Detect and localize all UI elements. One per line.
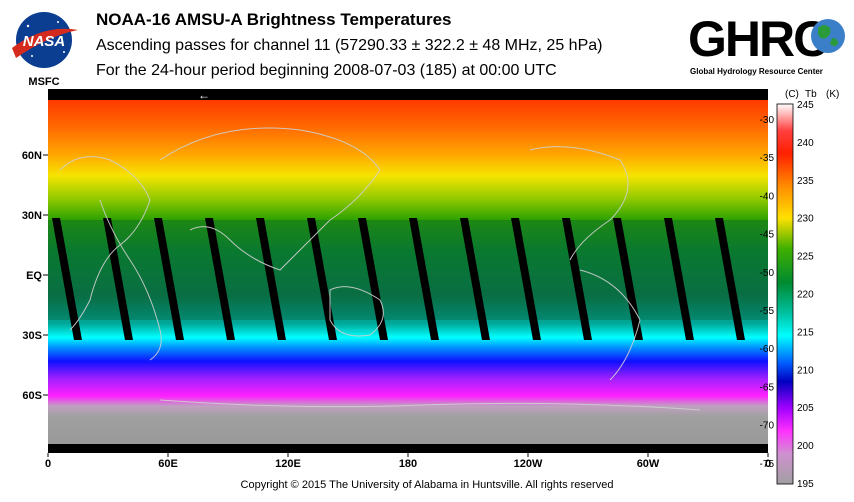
swath-gap (562, 218, 592, 340)
direction-arrow: ← (198, 88, 210, 102)
colorbar-kelvin-tick: 235 (797, 176, 814, 187)
colorbar-kelvin-tick: 200 (797, 441, 814, 452)
colorbar-celsius-tick: -70 (760, 421, 775, 432)
colorbar-unit-tb: Tb (805, 89, 817, 100)
chart-title: NOAA-16 AMSU-A Brightness Temperatures (96, 10, 452, 29)
colorbar-celsius-tick: -40 (760, 191, 775, 202)
swath-gap (511, 218, 541, 340)
swath-gap (154, 218, 184, 340)
lon-label: 0 (765, 458, 771, 470)
swath-gap (358, 218, 388, 340)
swath-gap (613, 218, 643, 340)
swath-gap (205, 218, 235, 340)
colorbar-celsius-tick: -55 (760, 306, 775, 317)
lon-label: 60W (637, 458, 660, 470)
nasa-logo: NASA MSFC (12, 12, 78, 88)
ghrc-fullname: Global Hydrology Resource Center (690, 67, 823, 76)
colorbar-kelvin-tick: 245 (797, 100, 814, 111)
swath-gap (256, 218, 286, 340)
copyright-notice: Copyright © 2015 The University of Alaba… (240, 479, 614, 491)
nasa-center-label: MSFC (28, 76, 59, 88)
colorbar-kelvin-tick: 205 (797, 403, 814, 414)
colorbar (776, 103, 794, 485)
swath-gap (715, 218, 745, 340)
colorbar-celsius-tick: -50 (760, 268, 775, 279)
colorbar-kelvin-tick: 195 (797, 479, 814, 490)
colorbar-celsius-tick: -75 (760, 459, 775, 470)
colorbar-kelvin-tick: 240 (797, 138, 814, 149)
lon-label: 180 (399, 458, 417, 470)
colorbar-celsius-tick: -60 (760, 344, 775, 355)
colorbar-celsius-tick: -35 (760, 153, 775, 164)
north-mask-band (48, 89, 768, 100)
swath-gap (52, 218, 82, 340)
swath-gap (460, 218, 490, 340)
lat-label: EQ (26, 270, 42, 282)
lat-label: 30N (22, 210, 42, 222)
chart-subtitle: Ascending passes for channel 11 (57290.3… (96, 37, 603, 54)
colorbar-unit-c: (C) (785, 89, 799, 100)
swath-gap (409, 218, 439, 340)
lat-label: 60S (22, 390, 42, 402)
coastlines (59, 127, 701, 411)
colorbar-kelvin-tick: 230 (797, 214, 814, 225)
colorbar-unit-k: (K) (826, 89, 839, 100)
colorbar-kelvin-tick: 210 (797, 365, 814, 376)
lat-label: 30S (22, 330, 42, 342)
lon-label: 120E (275, 458, 301, 470)
swath-gap (664, 218, 694, 340)
south-mask-band (48, 444, 768, 453)
lon-label: 0 (45, 458, 51, 470)
colorbar-celsius-tick: -30 (760, 115, 775, 126)
nasa-wordmark: NASA (23, 33, 66, 50)
lon-label: 120W (514, 458, 543, 470)
colorbar-celsius-tick: -45 (760, 230, 775, 241)
swath-gap (103, 218, 133, 340)
lat-label: 60N (22, 150, 42, 162)
ghrc-wordmark: GHRC (688, 11, 828, 67)
lon-label: 60E (158, 458, 178, 470)
colorbar-kelvin-tick: 220 (797, 290, 814, 301)
colorbar-celsius-tick: -65 (760, 382, 775, 393)
ghrc-logo: GHRC Global Hydrology Resource Center (688, 11, 845, 76)
colorbar-kelvin-tick: 215 (797, 327, 814, 338)
colorbar-kelvin-tick: 225 (797, 252, 814, 263)
period-label: For the 24-hour period beginning 2008-07… (96, 62, 557, 79)
